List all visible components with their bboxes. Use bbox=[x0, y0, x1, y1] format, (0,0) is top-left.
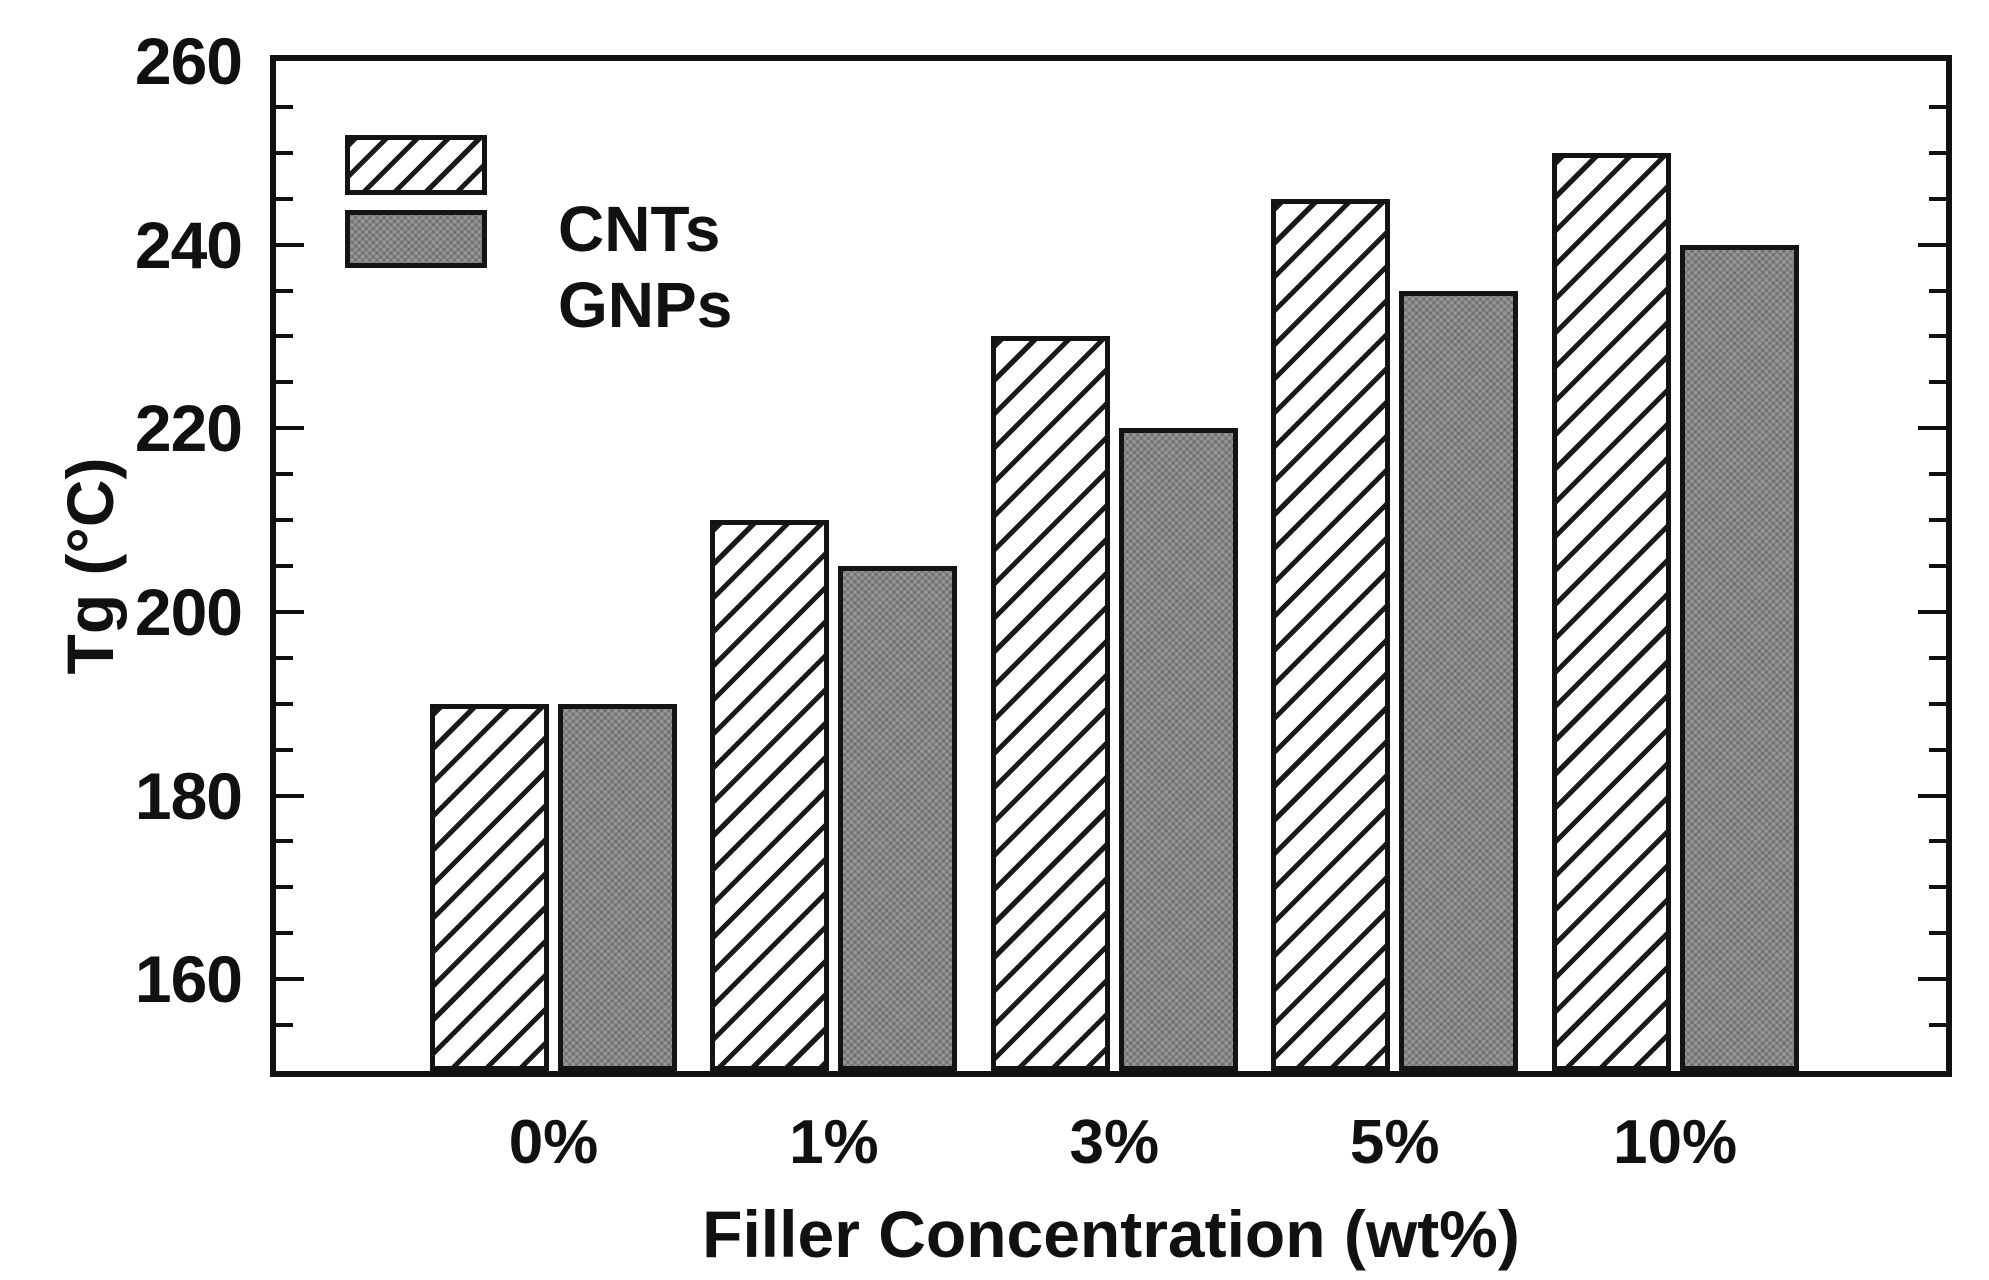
y-minor-tick-left bbox=[276, 1023, 293, 1028]
y-tick-label: 200 bbox=[134, 574, 243, 649]
y-minor-tick-left bbox=[276, 472, 293, 477]
bar-cnts-10% bbox=[1551, 152, 1671, 1071]
y-minor-tick-left bbox=[276, 931, 293, 936]
y-minor-tick-right bbox=[1929, 931, 1946, 936]
y-minor-tick-right bbox=[1929, 518, 1946, 523]
bar-gnps-0% bbox=[558, 703, 677, 1071]
x-axis-title: Filler Concentration (wt%) bbox=[702, 1197, 1520, 1271]
x-tick-label-0%: 0% bbox=[508, 1108, 599, 1177]
y-tick-label: 260 bbox=[134, 24, 243, 98]
y-minor-tick-right bbox=[1929, 380, 1946, 385]
y-major-tick-right bbox=[1918, 609, 1946, 614]
y-minor-tick-left bbox=[276, 196, 293, 201]
y-minor-tick-left bbox=[276, 747, 293, 752]
y-major-tick-left bbox=[276, 609, 304, 614]
y-minor-tick-right bbox=[1929, 885, 1946, 890]
bar-cnts-5% bbox=[1271, 198, 1391, 1071]
legend-swatch-cnts bbox=[345, 135, 487, 195]
x-tick-label-5%: 5% bbox=[1349, 1108, 1440, 1177]
y-major-tick-left bbox=[276, 977, 304, 982]
y-minor-tick-right bbox=[1929, 839, 1946, 844]
y-minor-tick-left bbox=[276, 150, 293, 155]
bar-cnts-3% bbox=[990, 336, 1110, 1071]
y-minor-tick-right bbox=[1929, 334, 1946, 339]
legend-label-cnts: CNTs bbox=[558, 193, 721, 265]
y-minor-tick-right bbox=[1929, 1023, 1946, 1028]
y-minor-tick-right bbox=[1929, 701, 1946, 706]
y-minor-tick-left bbox=[276, 839, 293, 844]
y-major-tick-right bbox=[1918, 793, 1946, 798]
y-minor-tick-right bbox=[1929, 104, 1946, 109]
y-minor-tick-right bbox=[1929, 150, 1946, 155]
y-minor-tick-left bbox=[276, 655, 293, 660]
legend-label-gnps: GNPs bbox=[558, 269, 733, 341]
y-minor-tick-right bbox=[1929, 564, 1946, 568]
y-minor-tick-left bbox=[276, 885, 293, 890]
y-minor-tick-left bbox=[276, 701, 293, 706]
legend-swatch-gnps bbox=[345, 210, 487, 268]
y-minor-tick-left bbox=[276, 104, 293, 109]
y-major-tick-right bbox=[1918, 426, 1946, 431]
x-tick-label-10%: 10% bbox=[1613, 1108, 1738, 1177]
y-tick-label: 180 bbox=[134, 758, 243, 833]
y-major-tick-right bbox=[1918, 977, 1946, 982]
y-minor-tick-left bbox=[276, 564, 293, 568]
bar-cnts-1% bbox=[710, 520, 830, 1071]
y-minor-tick-right bbox=[1929, 747, 1946, 752]
y-minor-tick-right bbox=[1929, 196, 1946, 201]
bar-cnts-0% bbox=[430, 703, 549, 1071]
y-minor-tick-left bbox=[276, 288, 293, 293]
x-tick-label-1%: 1% bbox=[789, 1108, 879, 1177]
bar-gnps-3% bbox=[1118, 428, 1238, 1071]
y-major-tick-left bbox=[276, 426, 304, 431]
x-tick-label-3%: 3% bbox=[1069, 1108, 1160, 1177]
bar-gnps-1% bbox=[838, 566, 958, 1071]
y-tick-label: 160 bbox=[134, 942, 243, 1017]
plot-inner: CNTs GNPs bbox=[276, 61, 1946, 1071]
bar-gnps-10% bbox=[1679, 244, 1799, 1071]
y-minor-tick-right bbox=[1929, 288, 1946, 293]
y-major-tick-left bbox=[276, 793, 304, 798]
plot-area: CNTs GNPs bbox=[270, 55, 1952, 1077]
y-major-tick-right bbox=[1918, 242, 1946, 247]
bar-gnps-5% bbox=[1399, 290, 1519, 1071]
y-minor-tick-left bbox=[276, 380, 293, 385]
y-major-tick-left bbox=[276, 242, 304, 247]
y-tick-label: 240 bbox=[134, 207, 243, 282]
y-minor-tick-right bbox=[1929, 655, 1946, 660]
y-minor-tick-left bbox=[276, 518, 293, 523]
y-minor-tick-right bbox=[1929, 472, 1946, 477]
y-tick-label: 220 bbox=[134, 391, 243, 466]
y-minor-tick-left bbox=[276, 334, 293, 339]
